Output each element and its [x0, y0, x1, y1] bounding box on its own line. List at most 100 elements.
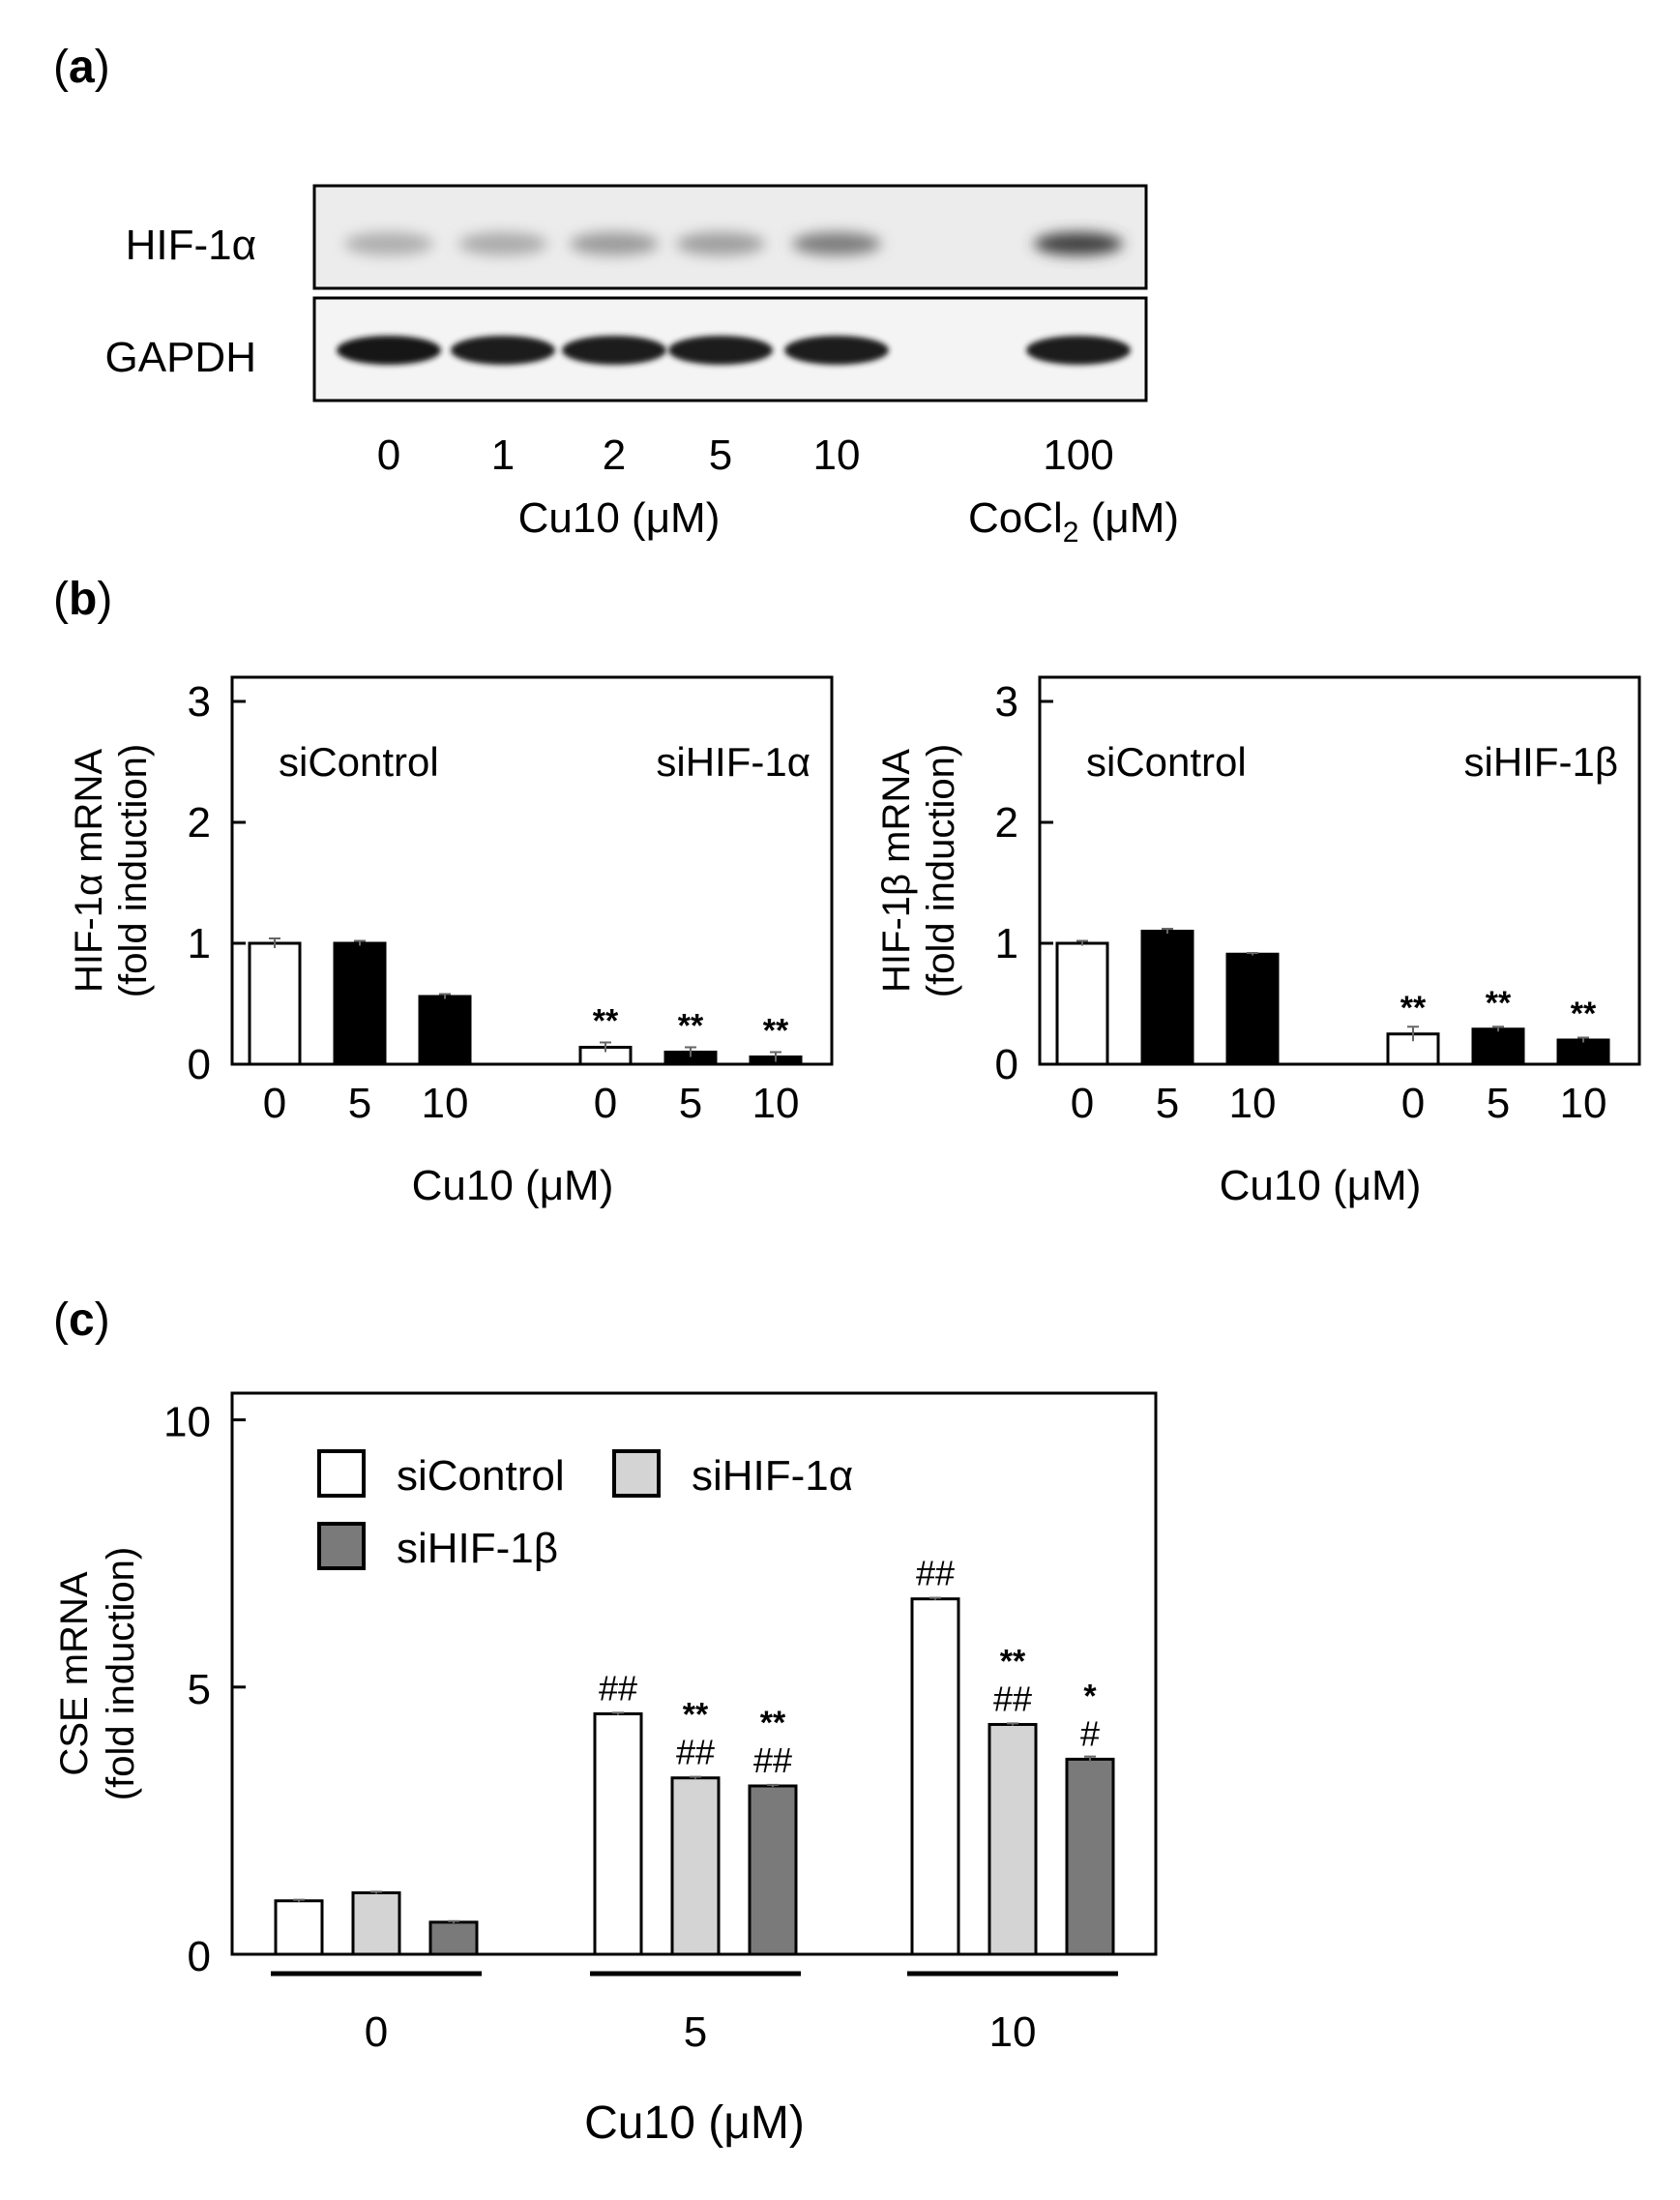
- bar: [1556, 1038, 1610, 1066]
- x-tick-label: 0: [365, 2008, 388, 2056]
- cu-dose-label: Cu10 (μM): [518, 494, 721, 542]
- bar: [1140, 930, 1194, 1066]
- blot-lane-labels: 0 1 2 5 10 100: [377, 431, 1114, 479]
- y-tick-label: 2: [188, 799, 211, 847]
- gapdh-band: [562, 336, 666, 365]
- x-tick-label: 0: [1071, 1080, 1094, 1127]
- bar: [593, 1711, 643, 1956]
- hif-band: [344, 232, 433, 255]
- plot-frame: [1038, 675, 1641, 1066]
- x-tick-label: 10: [752, 1080, 800, 1127]
- group-label: siHIF-1β: [1464, 739, 1619, 785]
- y-tick-label: 1: [188, 920, 211, 967]
- western-blot: HIF-1α GAPDH 0 1 2 5 10 100 Cu10 (μM) CoCl2 (…: [105, 184, 1179, 549]
- hif-band: [792, 232, 881, 255]
- y-tick-label: 1: [995, 920, 1018, 967]
- legend-swatch: [612, 1449, 661, 1498]
- band-label-gapdh: GAPDH: [105, 334, 256, 381]
- significance-mark: **: [593, 1003, 619, 1040]
- gapdh-bands: [337, 336, 1131, 365]
- bar: [987, 1722, 1038, 1956]
- significance-mark: **: [763, 1013, 789, 1050]
- significance-mark: **: [1000, 1643, 1026, 1680]
- lane-label: 2: [603, 431, 626, 479]
- chart-hif1b-mrna: 0 1 2 3 HIF-1β mRNA (fold induction) 0 5 10 0 ** 5 *…: [875, 675, 1641, 1209]
- bar: [910, 1597, 960, 1956]
- group-label: siHIF-1α: [656, 739, 811, 785]
- lane-label: 10: [813, 431, 861, 479]
- x-tick-label: 5: [684, 2008, 707, 2056]
- bar: [418, 995, 472, 1066]
- y-axis-label: HIF-1β mRNA: [875, 749, 918, 993]
- legend-label: siControl: [397, 1452, 565, 1500]
- gapdh-band: [1026, 336, 1131, 365]
- gapdh-band: [337, 336, 441, 365]
- bar: [351, 1890, 401, 1956]
- lane-label: 0: [377, 431, 400, 479]
- x-tick-label: 10: [1229, 1080, 1277, 1127]
- lane-label: 5: [709, 431, 732, 479]
- x-tick-label: 5: [679, 1080, 702, 1127]
- x-tick-label: 0: [594, 1080, 617, 1127]
- y-tick-label: 0: [188, 1041, 211, 1088]
- hash-mark: ##: [599, 1668, 637, 1708]
- y-axis-label: CSE mRNA: [53, 1571, 96, 1775]
- group-label: siControl: [1086, 739, 1247, 785]
- x-tick-label: 5: [348, 1080, 371, 1127]
- bar: [1471, 1027, 1525, 1066]
- x-tick-label: 5: [1487, 1080, 1510, 1127]
- lane-label: 100: [1043, 431, 1113, 479]
- x-tick-label: 10: [422, 1080, 469, 1127]
- hif-band: [676, 232, 765, 255]
- x-tick-label: 10: [989, 2008, 1037, 2056]
- chart-hif1a-mrna: 0 1 2 3 HIF-1α mRNA (fold induction) 0 5 10 0 ** 5 *…: [68, 675, 834, 1209]
- band-label-hif: HIF-1α: [126, 222, 256, 269]
- bar: [274, 1899, 324, 1956]
- bar: [428, 1920, 479, 1956]
- hash-mark: ##: [993, 1679, 1032, 1718]
- lane-label: 1: [491, 431, 515, 479]
- gapdh-band: [784, 336, 889, 365]
- bar: [333, 941, 387, 1066]
- legend-label: siHIF-1α: [692, 1452, 853, 1500]
- significance-mark: **: [1571, 996, 1597, 1032]
- hash-mark: ##: [753, 1740, 792, 1780]
- y-axis-label-2: (fold induction): [920, 744, 962, 997]
- hif-band: [570, 232, 659, 255]
- x-axis-label: Cu10 (μM): [584, 2097, 805, 2149]
- hash-mark: ##: [676, 1733, 715, 1772]
- significance-mark: *: [1083, 1678, 1097, 1714]
- significance-mark: **: [683, 1697, 709, 1734]
- y-tick-label: 5: [188, 1666, 211, 1713]
- y-axis-label: HIF-1α mRNA: [68, 749, 110, 993]
- hash-mark: ##: [916, 1554, 955, 1593]
- y-axis-label-2: (fold induction): [100, 1547, 142, 1800]
- cocl-dose-label: CoCl2 (μM): [968, 494, 1179, 549]
- hif-bands: [344, 232, 1123, 255]
- y-axis-label-2: (fold induction): [112, 744, 155, 997]
- y-tick-label: 0: [188, 1933, 211, 1980]
- group-label: siControl: [279, 739, 439, 785]
- plot-frame: [230, 675, 834, 1066]
- legend-label: siHIF-1β: [397, 1525, 558, 1572]
- legend-swatch: [317, 1449, 366, 1498]
- gapdh-band: [451, 336, 555, 365]
- x-axis-label: Cu10 (μM): [412, 1162, 614, 1209]
- significance-mark: **: [760, 1705, 786, 1741]
- significance-mark: **: [1400, 990, 1427, 1026]
- y-tick-label: 10: [163, 1399, 211, 1446]
- panel-label-c: (c): [53, 1294, 110, 1346]
- x-tick-label: 0: [1401, 1080, 1425, 1127]
- y-tick-label: 3: [188, 678, 211, 726]
- hif-band: [458, 232, 547, 255]
- bar: [670, 1776, 721, 1956]
- y-tick-label: 0: [995, 1041, 1018, 1088]
- gapdh-band: [668, 336, 773, 365]
- y-tick-label: 3: [995, 678, 1018, 726]
- legend-swatch: [317, 1522, 366, 1570]
- x-tick-label: 10: [1560, 1080, 1607, 1127]
- significance-mark: **: [678, 1008, 704, 1045]
- bar: [1065, 1757, 1115, 1956]
